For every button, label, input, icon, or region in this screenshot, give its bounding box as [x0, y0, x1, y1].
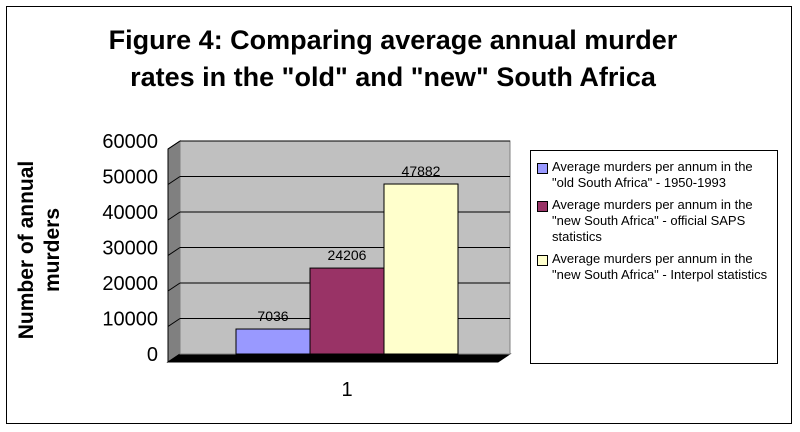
gridline-wall: [167, 140, 181, 150]
y-tick-label: 20000: [102, 273, 158, 295]
y-tick-label: 10000: [102, 309, 158, 331]
chart-title: Figure 4: Comparing average annual murde…: [0, 22, 786, 96]
gridline-wall: [167, 318, 181, 327]
gridline-wall: [167, 211, 181, 221]
legend-label: Average murders per annum in the "new So…: [552, 197, 753, 244]
legend-item: Average murders per annum in the "new So…: [537, 197, 773, 245]
plot-floor: [166, 353, 512, 363]
y-tick-label: 60000: [102, 131, 158, 153]
data-label: 47882: [402, 163, 441, 179]
legend-swatch: [537, 163, 548, 174]
legend-label: Average murders per annum in the "old So…: [552, 159, 753, 190]
legend: Average murders per annum in the "old So…: [530, 150, 778, 364]
legend-item: Average murders per annum in the "new So…: [537, 251, 773, 283]
chart-title-line-2: rates in the "old" and "new" South Afric…: [130, 62, 656, 92]
bar: [235, 328, 311, 355]
legend-swatch: [537, 255, 548, 266]
y-tick-label: 0: [147, 344, 158, 366]
gridline-wall: [167, 282, 181, 292]
x-tick-label: 1: [341, 379, 352, 401]
y-tick-label: 30000: [102, 238, 158, 260]
gridline-wall: [167, 176, 181, 185]
legend-item: Average murders per annum in the "old So…: [537, 159, 773, 191]
bar: [383, 183, 459, 355]
legend-label: Average murders per annum in the "new So…: [552, 251, 768, 282]
chart-title-line-1: Figure 4: Comparing average annual murde…: [108, 25, 678, 55]
y-tick-label: 40000: [102, 202, 158, 224]
legend-swatch: [537, 201, 548, 212]
bar: [309, 267, 385, 355]
data-label: 7036: [257, 308, 288, 324]
y-tick-label: 50000: [102, 167, 158, 189]
data-label: 24206: [328, 247, 367, 263]
gridline-wall: [167, 247, 181, 256]
